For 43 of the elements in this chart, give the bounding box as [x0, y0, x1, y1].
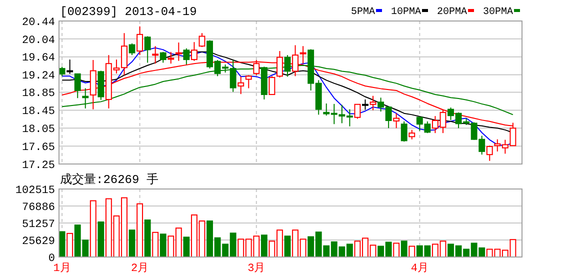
y-tick-label: 19.64 — [22, 52, 56, 65]
legend-label: 30PMA — [483, 7, 514, 18]
bar — [66, 232, 74, 258]
bar — [408, 246, 416, 258]
bar — [128, 230, 136, 258]
y-tick-label: 20.44 — [22, 16, 56, 29]
x-tick-label: 3月 — [248, 262, 266, 275]
bar — [393, 242, 400, 258]
y-tick-label: 76886 — [22, 202, 55, 214]
y-tick-label: 18.05 — [22, 124, 55, 136]
y-tick-label: 17.65 — [22, 142, 55, 154]
y-tick-label: 18.85 — [22, 88, 55, 100]
y-tick-label: 20.04 — [22, 34, 56, 47]
chart-title: 成交量:26269 手 — [60, 172, 158, 187]
y-tick-label: 51257 — [22, 218, 55, 231]
candlestick — [82, 88, 89, 109]
bar — [144, 219, 151, 258]
bar — [284, 236, 291, 258]
candlestick — [393, 112, 400, 129]
bar — [260, 234, 268, 258]
bar — [58, 231, 66, 258]
chart-title: [002399] 2013-04-19 — [60, 5, 197, 19]
bar — [400, 240, 408, 258]
bar — [90, 200, 96, 258]
x-tick-label: 2月 — [130, 262, 149, 275]
bar — [160, 234, 166, 258]
y-tick-label: 18.45 — [22, 106, 55, 118]
y-tick-label: 25629 — [22, 236, 55, 248]
candlestick — [238, 76, 244, 95]
x-tick-label: 4月 — [410, 262, 428, 275]
legend-label: 10PMA — [391, 7, 422, 18]
y-tick-label: 0 — [48, 252, 55, 265]
y-tick-label: 102515 — [15, 184, 55, 197]
bar — [183, 236, 190, 258]
legend-label: 5PMA — [351, 7, 376, 18]
y-tick-label: 17.25 — [22, 160, 55, 172]
bar — [136, 203, 144, 258]
legend-label: 20PMA — [437, 7, 468, 18]
y-tick-label: 19.24 — [22, 70, 56, 83]
candlestick — [152, 46, 159, 64]
bar — [98, 221, 104, 258]
bar — [152, 232, 159, 258]
x-tick-label: 1月 — [53, 262, 71, 275]
